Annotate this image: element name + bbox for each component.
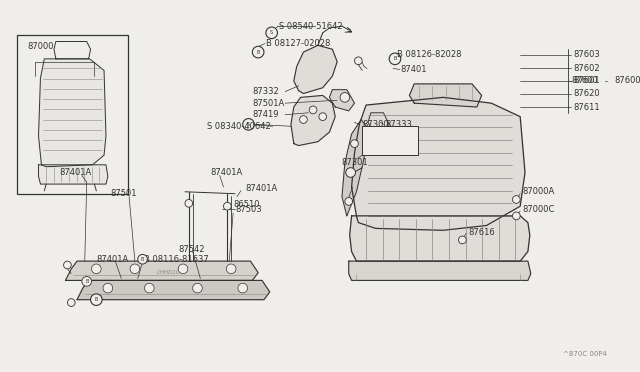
Polygon shape — [349, 216, 530, 261]
Text: 87401A: 87401A — [210, 168, 243, 177]
Text: 87542: 87542 — [178, 245, 205, 254]
Text: B: B — [95, 297, 98, 302]
Text: 87000A: 87000A — [522, 187, 554, 196]
Circle shape — [178, 264, 188, 274]
Text: 87611: 87611 — [573, 103, 600, 112]
Polygon shape — [351, 97, 525, 230]
Polygon shape — [349, 261, 531, 280]
Text: 87401A: 87401A — [60, 168, 92, 177]
Text: 87419: 87419 — [252, 110, 279, 119]
Text: 87401A: 87401A — [246, 185, 278, 193]
Circle shape — [319, 113, 326, 121]
Polygon shape — [65, 261, 258, 280]
Circle shape — [389, 53, 401, 65]
Circle shape — [130, 264, 140, 274]
Text: 87401A: 87401A — [97, 255, 129, 264]
Circle shape — [300, 116, 307, 124]
Polygon shape — [330, 90, 355, 111]
Text: 87311: 87311 — [366, 131, 393, 140]
Circle shape — [351, 140, 358, 147]
Text: B: B — [257, 49, 260, 55]
Text: 86510: 86510 — [233, 200, 260, 209]
Text: 87332: 87332 — [252, 87, 279, 96]
Circle shape — [92, 264, 101, 274]
Circle shape — [266, 27, 277, 39]
Text: 87600: 87600 — [572, 77, 598, 86]
Text: 87501A: 87501A — [252, 99, 285, 108]
Polygon shape — [38, 165, 108, 184]
Circle shape — [340, 93, 349, 102]
Text: B: B — [141, 257, 144, 262]
Circle shape — [513, 212, 520, 220]
Circle shape — [346, 168, 355, 177]
Text: B: B — [85, 279, 88, 284]
Circle shape — [82, 276, 92, 286]
Text: 87401: 87401 — [401, 65, 428, 74]
Text: 87620: 87620 — [573, 89, 600, 98]
Polygon shape — [291, 96, 335, 145]
Circle shape — [243, 119, 254, 130]
Circle shape — [223, 202, 231, 210]
Circle shape — [185, 199, 193, 207]
Text: 87602: 87602 — [573, 64, 600, 73]
Circle shape — [227, 264, 236, 274]
Circle shape — [193, 283, 202, 293]
Text: CHHD10: CHHD10 — [157, 270, 180, 275]
Text: B 08127-02028: B 08127-02028 — [266, 39, 330, 48]
Text: 87300: 87300 — [362, 120, 389, 129]
Text: B 08116-81637: B 08116-81637 — [145, 255, 209, 264]
Circle shape — [345, 198, 353, 205]
Circle shape — [252, 46, 264, 58]
Circle shape — [355, 57, 362, 65]
Bar — [17, 35, 128, 194]
Text: B: B — [393, 56, 397, 61]
Text: 87320: 87320 — [366, 144, 393, 153]
Bar — [362, 126, 418, 155]
Text: 87000: 87000 — [27, 42, 54, 51]
Polygon shape — [342, 119, 366, 216]
Text: 87333: 87333 — [385, 120, 412, 129]
Circle shape — [103, 283, 113, 293]
Circle shape — [67, 299, 75, 307]
Text: 87603: 87603 — [573, 51, 600, 60]
Polygon shape — [38, 59, 106, 167]
Circle shape — [63, 261, 71, 269]
Polygon shape — [368, 113, 389, 134]
Polygon shape — [294, 45, 337, 93]
Text: 87000C: 87000C — [522, 205, 554, 214]
Circle shape — [90, 294, 102, 305]
Text: S: S — [270, 31, 273, 35]
Text: 87503: 87503 — [235, 205, 262, 214]
Circle shape — [513, 196, 520, 203]
Text: S: S — [247, 122, 250, 127]
Text: 87600: 87600 — [614, 77, 640, 86]
Text: 87301: 87301 — [341, 158, 367, 167]
Text: 87501: 87501 — [111, 189, 138, 198]
Circle shape — [458, 236, 466, 244]
Circle shape — [309, 106, 317, 114]
Circle shape — [138, 254, 147, 264]
Text: ^870C 00P4: ^870C 00P4 — [563, 352, 607, 357]
Circle shape — [238, 283, 248, 293]
Text: S 08340-40642: S 08340-40642 — [207, 122, 271, 131]
Circle shape — [145, 283, 154, 293]
Text: B 08126-82028: B 08126-82028 — [397, 51, 461, 60]
Text: 87601: 87601 — [573, 77, 600, 86]
Polygon shape — [77, 280, 269, 300]
Text: S 08540-51642: S 08540-51642 — [279, 22, 343, 31]
Text: 87616: 87616 — [468, 228, 495, 237]
Polygon shape — [410, 84, 482, 107]
